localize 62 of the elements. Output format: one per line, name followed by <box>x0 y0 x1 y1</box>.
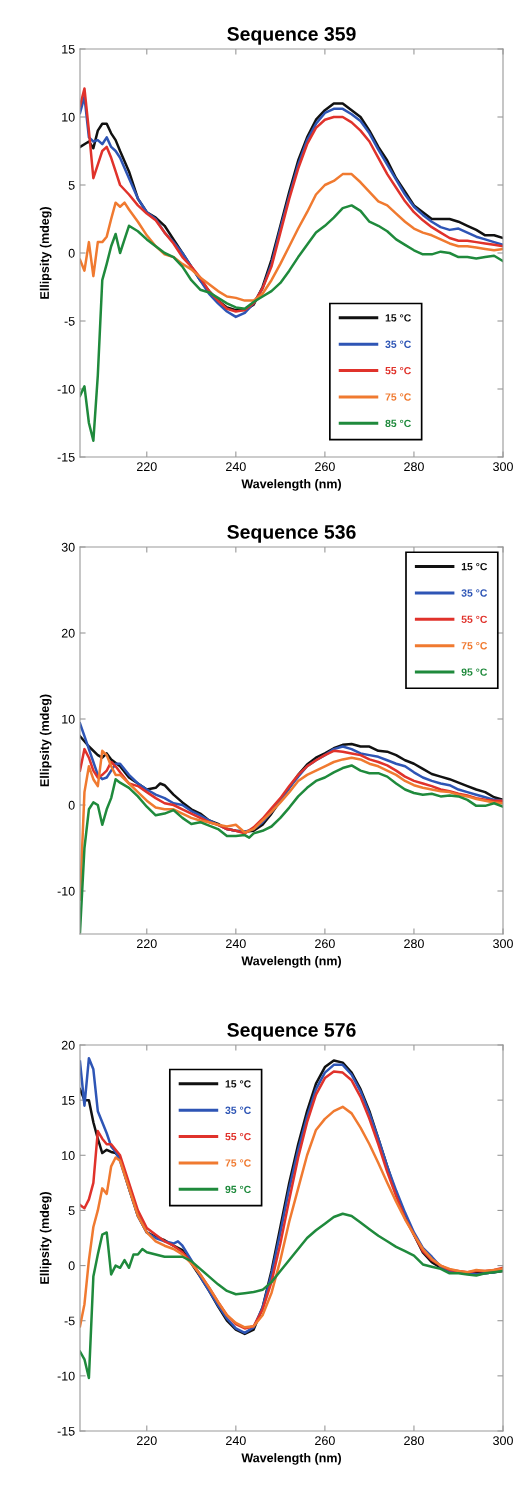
legend-label: 15 °C <box>461 562 488 571</box>
legend-label: 15 °C <box>225 1080 251 1088</box>
x-tick-label: 240 <box>226 462 246 472</box>
x-tick-label: 280 <box>404 939 424 949</box>
x-tick-label: 280 <box>404 462 424 472</box>
legend-label: 75 °C <box>461 642 488 650</box>
y-tick-label: 0 <box>68 800 75 810</box>
legend-label: 85 °C <box>385 419 411 428</box>
legend-label: 35 °C <box>461 589 488 597</box>
y-tick-label: -15 <box>57 452 75 462</box>
x-tick-label: 260 <box>315 462 335 472</box>
x-axis-title: Wavelength (nm) <box>241 479 341 491</box>
legend-label: 75 °C <box>225 1159 251 1167</box>
y-tick-label: -10 <box>57 1371 75 1381</box>
legend-label: 95 °C <box>461 668 488 676</box>
x-tick-label: 220 <box>136 462 157 472</box>
y-tick-label: 20 <box>61 1040 75 1050</box>
x-tick-label: 280 <box>404 1436 424 1446</box>
x-tick-label: 260 <box>315 1436 335 1446</box>
y-tick-label: 5 <box>68 1206 75 1216</box>
legend-label: 35 °C <box>385 340 411 348</box>
y-tick-label: -5 <box>64 316 75 326</box>
y-tick-label: 20 <box>61 628 75 638</box>
line-series <box>80 172 503 302</box>
y-axis-title: Ellipsity (mdeg) <box>39 694 52 787</box>
y-tick-label: 0 <box>68 1261 75 1271</box>
x-tick-label: 300 <box>493 462 513 472</box>
x-axis-title: Wavelength (nm) <box>241 956 341 968</box>
y-axis-title: Ellipsity (mdeg) <box>39 1192 52 1284</box>
y-tick-label: 15 <box>62 44 75 54</box>
x-tick-label: 240 <box>226 1436 246 1446</box>
y-tick-label: 0 <box>68 248 75 258</box>
chart-title: Sequence 576 <box>227 1023 356 1041</box>
y-tick-label: 10 <box>62 1151 75 1160</box>
x-tick-label: 240 <box>226 939 246 949</box>
legend-label: 55 °C <box>385 366 411 375</box>
x-axis-title: Wavelength (nm) <box>241 1453 341 1465</box>
x-tick-label: 220 <box>136 939 157 949</box>
line-series <box>80 204 503 442</box>
x-tick-label: 260 <box>315 939 335 949</box>
legend-label: 15 °C <box>385 314 411 322</box>
legend-label: 75 °C <box>385 393 411 401</box>
x-tick-label: 220 <box>136 1436 157 1446</box>
y-tick-label: -5 <box>64 1316 75 1326</box>
legend-label: 95 °C <box>225 1185 251 1194</box>
y-tick-label: 5 <box>68 180 75 190</box>
y-tick-label: -10 <box>57 384 75 394</box>
legend-label: 55 °C <box>461 615 488 624</box>
y-tick-label: 10 <box>62 714 75 724</box>
y-axis-title: Ellipsity (mdeg) <box>39 207 52 299</box>
y-tick-label: -10 <box>57 886 75 896</box>
y-tick-label: 30 <box>61 542 75 552</box>
chart-title: Sequence 359 <box>227 27 356 45</box>
x-tick-label: 300 <box>493 1436 513 1446</box>
y-tick-label: 10 <box>62 112 75 122</box>
y-tick-label: -15 <box>57 1426 75 1436</box>
x-tick-label: 300 <box>493 939 513 949</box>
legend-label: 35 °C <box>225 1106 251 1114</box>
chart-title: Sequence 536 <box>227 525 356 543</box>
y-tick-label: 15 <box>62 1096 75 1105</box>
legend-label: 55 °C <box>225 1132 251 1141</box>
line-series <box>80 1212 503 1380</box>
